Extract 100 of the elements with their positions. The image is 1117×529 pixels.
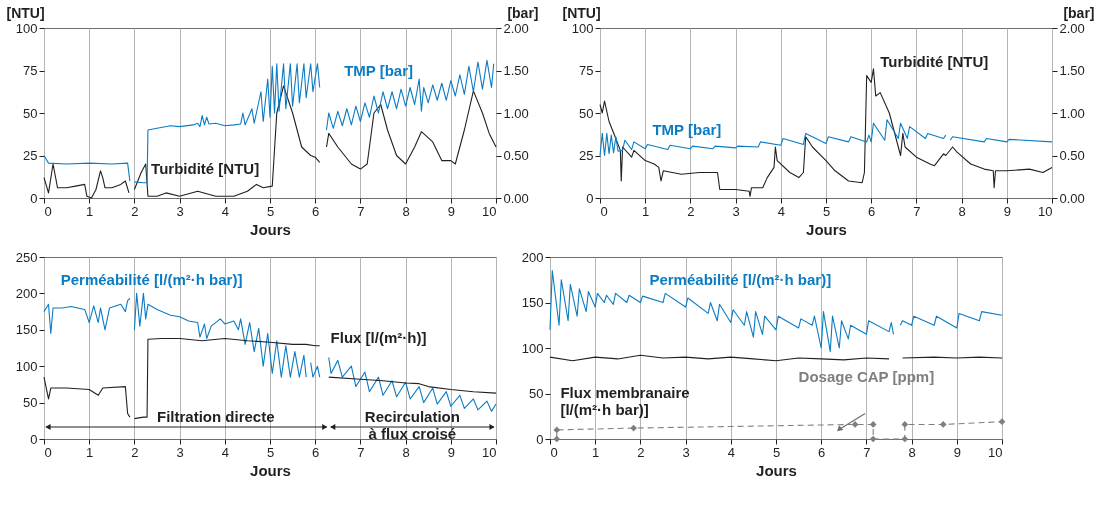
y-tick-label: 0 — [30, 190, 38, 206]
x-tick-label: 1 — [86, 203, 94, 219]
y-tick-label: 100 — [15, 358, 38, 374]
x-tick-label: 6 — [818, 444, 826, 460]
point — [901, 435, 909, 443]
y-tick-label: 75 — [23, 63, 38, 78]
x-tick-label: 6 — [312, 203, 320, 219]
x-tick-label: 10 — [482, 203, 497, 219]
y-tick-label: 250 — [15, 249, 38, 265]
x-tick-label: 5 — [772, 444, 781, 460]
point — [998, 418, 1006, 426]
y-tick-label: 25 — [23, 148, 38, 163]
y2-tick-label: 0.50 — [503, 148, 529, 163]
x-tick-label: 8 — [402, 203, 410, 219]
x-tick-label: 6 — [868, 203, 876, 219]
y2-tick-label: 1.50 — [1059, 63, 1085, 78]
y-tick-label: 50 — [23, 105, 38, 121]
y-tick-label: 50 — [579, 105, 594, 121]
x-tick-label: 2 — [131, 203, 139, 219]
x-tick-label: 3 — [176, 203, 184, 219]
series-label: Turbidité [NTU] — [880, 53, 989, 70]
x-tick-label: 7 — [357, 203, 365, 219]
series-label: Flux [l/(m²·h)] — [330, 328, 427, 346]
series-label: TMP [bar] — [652, 121, 722, 138]
x-tick-label: 0 — [600, 203, 608, 219]
y-tick-label: 0 — [30, 431, 38, 447]
series-label: Flux membranaire [l/(m²·h bar)] — [560, 383, 690, 418]
x-tick-label: 10 — [988, 444, 1003, 460]
y-tick-label: 200 — [15, 285, 38, 301]
point — [553, 426, 561, 434]
x-tick-label: 10 — [1038, 203, 1053, 219]
y2-tick-label: 0.00 — [503, 190, 529, 206]
series-label: Perméabilité [l/(m²·h bar)] — [60, 270, 243, 288]
x-tick-label: 7 — [357, 444, 365, 460]
y-tick-label: 200 — [521, 249, 544, 265]
y-tick-label: 50 — [529, 386, 544, 401]
x-axis-title: Jours — [806, 220, 847, 238]
x-tick-label: 4 — [777, 203, 785, 219]
point — [869, 435, 877, 443]
annotation: Filtration directe — [156, 408, 275, 425]
y-tick-label: 0 — [586, 190, 594, 206]
x-tick-label: 9 — [447, 203, 455, 219]
y-axis-title: [NTU] — [562, 4, 601, 21]
x-tick-label: 5 — [822, 203, 831, 219]
y-tick-label: 100 — [571, 20, 594, 36]
series-label: Turbidité [NTU] — [151, 160, 260, 178]
y-tick-label: 100 — [521, 340, 544, 356]
point — [630, 424, 637, 432]
point — [851, 421, 859, 428]
y2-axis-title: [bar] — [507, 4, 539, 21]
x-tick-label: 1 — [86, 444, 94, 460]
x-axis-title: Jours — [250, 220, 291, 238]
y2-tick-label: 2.00 — [1059, 20, 1085, 36]
x-tick-label: 9 — [1003, 203, 1011, 219]
y-tick-label: 0 — [536, 431, 544, 447]
y2-tick-label: 2.00 — [503, 20, 529, 36]
x-tick-label: 4 — [727, 444, 735, 460]
y-tick-label: 150 — [15, 322, 38, 338]
y2-tick-label: 0.50 — [1059, 148, 1085, 163]
series-label: Perméabilité [l/(m²·h bar)] — [649, 270, 832, 288]
y2-axis-title: [bar] — [1063, 4, 1095, 21]
x-tick-label: 3 — [732, 203, 740, 219]
y2-tick-label: 1.50 — [503, 63, 529, 78]
x-tick-label: 8 — [402, 444, 410, 460]
x-tick-label: 2 — [637, 444, 645, 460]
x-tick-label: 4 — [221, 444, 229, 460]
point — [869, 421, 877, 428]
x-axis-title: Jours — [250, 461, 291, 479]
point — [939, 421, 947, 428]
x-tick-label: 3 — [682, 444, 690, 460]
y-tick-label: 50 — [23, 395, 38, 411]
x-tick-label: 8 — [958, 203, 966, 219]
x-tick-label: 3 — [176, 444, 184, 460]
x-tick-label: 9 — [447, 444, 455, 460]
x-tick-label: 2 — [687, 203, 695, 219]
annotation: Recirculation à flux croisé — [364, 408, 460, 442]
x-tick-label: 4 — [221, 203, 229, 219]
y-axis-title: [NTU] — [6, 4, 45, 21]
y-tick-label: 100 — [15, 20, 38, 36]
x-tick-label: 7 — [863, 444, 871, 460]
x-tick-label: 6 — [312, 444, 320, 460]
x-tick-label: 10 — [482, 444, 497, 460]
y-tick-label: 25 — [579, 148, 594, 163]
point — [901, 421, 909, 428]
x-tick-label: 0 — [44, 444, 52, 460]
y2-tick-label: 1.00 — [1059, 105, 1085, 121]
x-tick-label: 9 — [953, 444, 961, 460]
x-tick-label: 5 — [266, 444, 275, 460]
series-label: TMP [bar] — [344, 61, 414, 79]
y2-tick-label: 1.00 — [503, 105, 529, 121]
x-tick-label: 8 — [908, 444, 916, 460]
y2-tick-label: 0.00 — [1059, 190, 1085, 206]
y-tick-label: 150 — [521, 295, 544, 310]
x-tick-label: 7 — [913, 203, 921, 219]
x-tick-label: 5 — [266, 203, 275, 219]
x-tick-label: 1 — [592, 444, 600, 460]
y-tick-label: 75 — [579, 63, 594, 78]
line-series — [599, 68, 1053, 197]
x-axis-title: Jours — [756, 461, 797, 479]
x-tick-label: 0 — [550, 444, 558, 460]
